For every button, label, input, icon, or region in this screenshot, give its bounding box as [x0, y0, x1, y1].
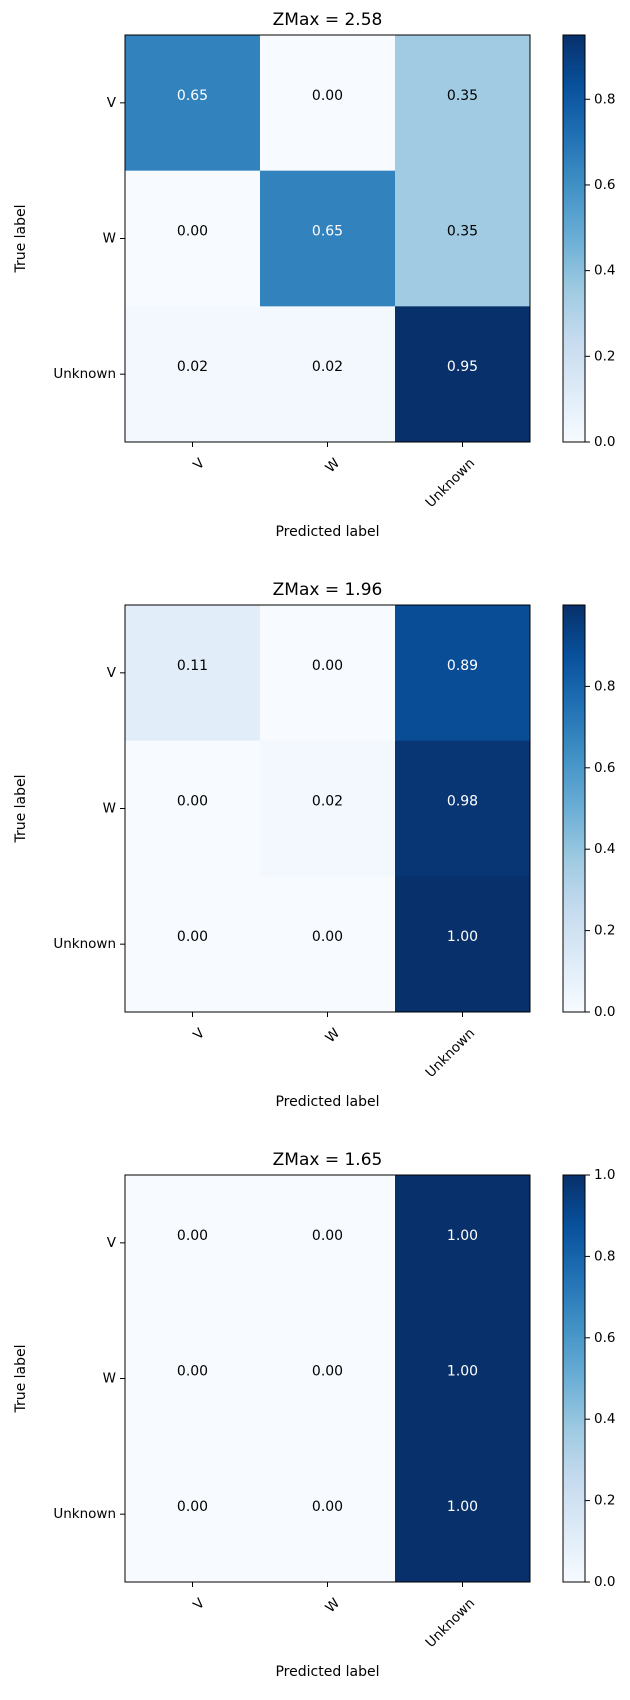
cell-value-label: 0.00: [312, 1499, 343, 1515]
colorbar-tick-label: 0.4: [594, 263, 615, 279]
cell-value-label: 0.00: [177, 224, 208, 240]
y-axis-label: True label: [13, 774, 29, 843]
cell-value-label: 1.00: [447, 929, 478, 945]
colorbar-tick-label: 0.2: [594, 1493, 615, 1509]
colorbar-tick-label: 0.6: [594, 177, 615, 193]
colorbar-tick-label: 0.2: [594, 923, 615, 939]
cell-value-label: 0.02: [177, 359, 208, 375]
cell-value-label: 0.00: [312, 88, 343, 104]
cell-value-label: 0.35: [447, 88, 478, 104]
cell-value-label: 0.00: [312, 658, 343, 674]
colorbar-tick-label: 0.8: [594, 91, 615, 107]
cell-value-label: 1.00: [447, 1364, 478, 1380]
y-tick-label: W: [103, 1371, 116, 1387]
cell-value-label: 0.00: [312, 1364, 343, 1380]
colorbar-tick-label: 0.0: [594, 1004, 615, 1020]
cell-value-label: 0.35: [447, 224, 478, 240]
cell-value-label: 0.00: [177, 929, 208, 945]
x-tick-label: W: [322, 1025, 343, 1046]
colorbar-tick-label: 0.4: [594, 1411, 615, 1427]
x-tick-label: W: [322, 455, 343, 476]
y-tick-label: V: [107, 95, 117, 111]
x-tick-label: Unknown: [422, 1595, 478, 1651]
confusion-matrix-panel-1: ZMax = 2.58 0.65 0.00 0.35 0.00 0.65 0.35 0.02 0…: [13, 10, 615, 540]
cell-value-label: 0.00: [177, 1228, 208, 1244]
cell-value-label: 0.00: [312, 929, 343, 945]
x-tick-label: Unknown: [422, 455, 478, 511]
cell-value-label: 1.00: [447, 1228, 478, 1244]
cell-value-label: 0.00: [177, 1364, 208, 1380]
y-tick-label: Unknown: [53, 936, 116, 952]
colorbar-tick-label: 0.4: [594, 841, 615, 857]
colorbar: [563, 35, 585, 442]
x-tick-label: V: [190, 1595, 208, 1613]
y-tick-label: Unknown: [53, 1506, 116, 1522]
cell-value-label: 0.00: [177, 1499, 208, 1515]
cell-value-label: 0.00: [312, 1228, 343, 1244]
colorbar-tick-label: 0.6: [594, 760, 615, 776]
colorbar: [563, 1175, 585, 1582]
cell-value-label: 0.89: [447, 658, 478, 674]
chart-title: ZMax = 1.96: [273, 580, 383, 600]
x-tick-label: V: [190, 1025, 208, 1043]
confusion-matrix-panel-2: ZMax = 1.96 0.11 0.00 0.89 0.00 0.02 0.98 0.00 0…: [13, 580, 615, 1110]
x-tick-label: W: [322, 1595, 343, 1616]
y-axis-label: True label: [13, 204, 29, 273]
colorbar-tick-label: 0.8: [594, 1248, 615, 1264]
cell-value-label: 0.98: [447, 794, 478, 810]
chart-title: ZMax = 1.65: [273, 1150, 383, 1170]
colorbar-tick-label: 1.0: [594, 1167, 615, 1183]
x-axis-label: Predicted label: [275, 1664, 379, 1680]
y-tick-label: V: [107, 665, 117, 681]
cell-value-label: 0.95: [447, 359, 478, 375]
cell-value-label: 0.11: [177, 658, 208, 674]
x-axis-label: Predicted label: [275, 1094, 379, 1110]
colorbar-tick-label: 0.6: [594, 1330, 615, 1346]
y-tick-label: W: [103, 231, 116, 247]
x-tick-label: Unknown: [422, 1025, 478, 1081]
cell-value-label: 0.00: [177, 794, 208, 810]
cell-value-label: 0.02: [312, 794, 343, 810]
y-axis-label: True label: [13, 1344, 29, 1413]
x-axis-label: Predicted label: [275, 524, 379, 540]
cell-value-label: 0.02: [312, 359, 343, 375]
chart-title: ZMax = 2.58: [273, 10, 383, 30]
y-tick-label: W: [103, 801, 116, 817]
colorbar-tick-label: 0.0: [594, 1574, 615, 1590]
cell-value-label: 0.65: [177, 88, 208, 104]
confusion-matrix-panel-3: ZMax = 1.65 0.00 0.00 1.00 0.00 0.00 1.00 0.00 0…: [13, 1150, 615, 1680]
colorbar-tick-label: 0.0: [594, 434, 615, 450]
cell-value-label: 1.00: [447, 1499, 478, 1515]
y-tick-label: Unknown: [53, 366, 116, 382]
cell-value-label: 0.65: [312, 224, 343, 240]
y-tick-label: V: [107, 1235, 117, 1251]
colorbar-tick-label: 0.2: [594, 348, 615, 364]
colorbar-tick-label: 0.8: [594, 678, 615, 694]
x-tick-label: V: [190, 455, 208, 473]
colorbar: [563, 605, 585, 1012]
